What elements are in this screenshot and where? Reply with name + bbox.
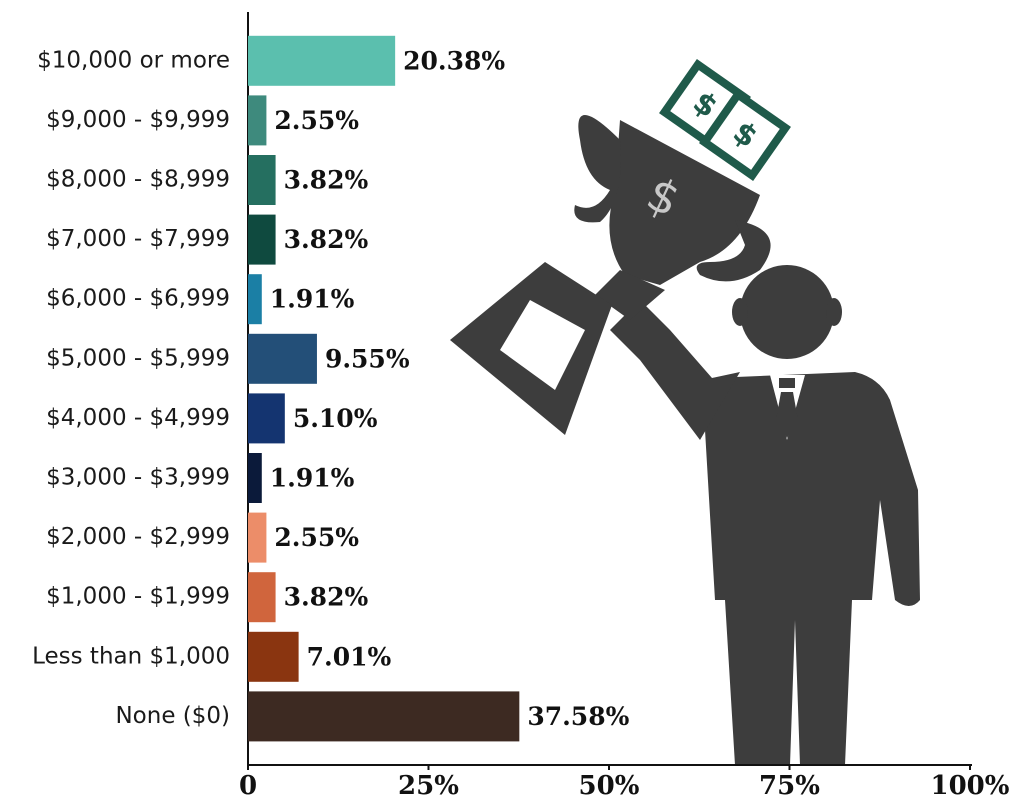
- bar: [248, 513, 266, 563]
- value-label: 3.82%: [284, 583, 369, 612]
- value-label: 37.58%: [527, 702, 629, 731]
- y-tick-label: $8,000 - $8,999: [46, 167, 230, 193]
- body: [705, 372, 920, 765]
- y-tick-label: $2,000 - $2,999: [46, 524, 230, 550]
- bar: [248, 334, 317, 384]
- illustration: $ $ $: [450, 59, 920, 765]
- x-tick-label: 75%: [759, 771, 820, 801]
- value-label: 3.82%: [284, 225, 369, 254]
- y-tick-label: $7,000 - $7,999: [46, 226, 230, 252]
- value-label: 20.38%: [403, 46, 505, 75]
- y-tick-label: $6,000 - $6,999: [46, 286, 230, 312]
- x-tick-label: 0: [239, 771, 257, 801]
- value-label: 3.82%: [284, 166, 369, 195]
- y-tick-label: $1,000 - $1,999: [46, 584, 230, 610]
- value-label: 5.10%: [293, 404, 378, 433]
- value-label: 7.01%: [307, 642, 392, 671]
- x-tick-label: 50%: [579, 771, 640, 801]
- chart: $ $ $ 0 25% 50% 75% 100% 20.38% $10,000 or mor…: [0, 0, 1024, 803]
- bar: [248, 155, 276, 205]
- y-tick-label: $3,000 - $3,999: [46, 465, 230, 491]
- value-label: 1.91%: [270, 285, 355, 314]
- bar: [248, 36, 395, 86]
- y-tick-label: $9,000 - $9,999: [46, 107, 230, 133]
- bar: [248, 691, 519, 741]
- y-tick-label: Less than $1,000: [32, 643, 230, 669]
- value-label: 2.55%: [274, 106, 359, 135]
- y-tick-label: $5,000 - $5,999: [46, 345, 230, 371]
- bar: [248, 95, 266, 145]
- tie-knot: [779, 378, 795, 388]
- value-label: 2.55%: [274, 523, 359, 552]
- y-tick-label: None ($0): [115, 703, 230, 729]
- bar: [248, 572, 276, 622]
- y-tick-label: $10,000 or more: [37, 47, 230, 73]
- bar: [248, 453, 262, 503]
- y-tick-label: $4,000 - $4,999: [46, 405, 230, 431]
- bar: [248, 393, 285, 443]
- bar: [248, 632, 299, 682]
- x-tick-label: 25%: [398, 771, 459, 801]
- value-label: 1.91%: [270, 464, 355, 493]
- head: [740, 265, 834, 359]
- ear: [732, 298, 748, 326]
- ear: [826, 298, 842, 326]
- bar: [248, 215, 276, 265]
- bar: [248, 274, 262, 324]
- value-label: 9.55%: [325, 344, 410, 373]
- x-tick-label: 100%: [931, 771, 1010, 801]
